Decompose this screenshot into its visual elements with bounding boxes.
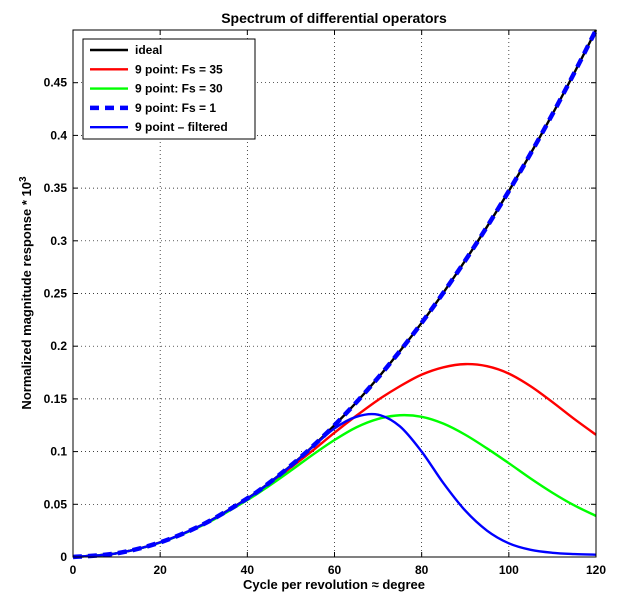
x-tick-label: 60 bbox=[328, 563, 342, 577]
legend-label-2: 9 point: Fs = 30 bbox=[135, 82, 223, 96]
legend-label-3: 9 point: Fs = 1 bbox=[135, 101, 216, 115]
series-line-3 bbox=[72, 28, 599, 560]
y-tick-label: 0.45 bbox=[44, 76, 68, 90]
x-axis-title: Cycle per revolution ≈ degree bbox=[243, 577, 425, 592]
y-axis-title-exponent: 3 bbox=[18, 176, 29, 182]
legend: ideal 9 point: Fs = 35 9 point: Fs = 30 9 p… bbox=[82, 38, 256, 140]
legend-label-0: ideal bbox=[135, 43, 162, 57]
legend-label-1: 9 point: Fs = 35 bbox=[135, 62, 223, 76]
y-tick-label: 0.25 bbox=[44, 287, 68, 301]
y-tick-label: 0.2 bbox=[50, 339, 67, 353]
y-tick-label: 0.3 bbox=[50, 234, 67, 248]
y-tick-label: 0.05 bbox=[44, 497, 68, 511]
x-tick-label: 40 bbox=[241, 563, 255, 577]
x-tick-label: 120 bbox=[586, 563, 606, 577]
y-tick-label: 0.4 bbox=[50, 128, 67, 142]
x-tick-label: 100 bbox=[499, 563, 519, 577]
x-tick-label: 0 bbox=[70, 563, 77, 577]
y-tick-label: 0 bbox=[60, 550, 67, 564]
chart-title: Spectrum of differential operators bbox=[221, 10, 447, 26]
y-axis-title: Normalized magnitude response * 103 bbox=[18, 176, 34, 410]
x-tick-label: 20 bbox=[153, 563, 167, 577]
x-tick-label: 80 bbox=[415, 563, 429, 577]
series-lines bbox=[72, 28, 599, 560]
y-tick-label: 0.35 bbox=[44, 181, 68, 195]
legend-label-4: 9 point – filtered bbox=[135, 120, 228, 134]
y-tick-label: 0.1 bbox=[50, 445, 67, 459]
y-axis-title-text: Normalized magnitude response * 10 bbox=[19, 182, 34, 410]
y-tick-label: 0.15 bbox=[44, 392, 68, 406]
axis-ticks: 0 20 40 60 80 100 120 0 0.05 0.1 0.15 0.2 0.25 0.3 0.3… bbox=[44, 30, 606, 577]
